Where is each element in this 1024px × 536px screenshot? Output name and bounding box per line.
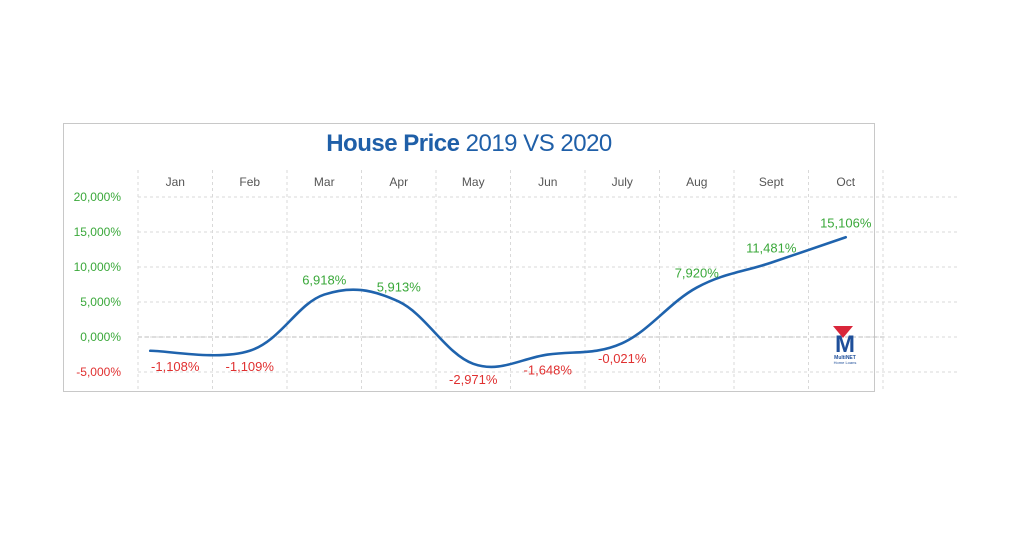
x-tick-label: Sept: [759, 175, 784, 189]
data-label: 6,918%: [302, 273, 347, 288]
data-label: 7,920%: [675, 266, 720, 281]
data-label: 11,481%: [746, 241, 797, 256]
x-tick-label: Jun: [538, 175, 557, 189]
x-tick-label: May: [462, 175, 485, 189]
y-tick-label: 0,000%: [80, 330, 121, 344]
x-tick-label: Aug: [686, 175, 707, 189]
logo-mark: M: [835, 331, 855, 358]
data-label: 5,913%: [377, 280, 422, 295]
chart-frame: House Price 2019 VS 2020: [63, 123, 875, 392]
logo-subtext: Home Loans: [834, 360, 857, 365]
data-label: -0,021%: [598, 351, 647, 366]
chart-title: House Price 2019 VS 2020: [64, 130, 874, 158]
data-label: -1,109%: [226, 359, 275, 374]
y-tick-label: 20,000%: [74, 190, 122, 204]
data-label: -2,971%: [449, 372, 498, 387]
chart-title-rest: 2019 VS 2020: [465, 130, 613, 157]
logo-flag-shape: [833, 326, 853, 338]
y-tick-label: 15,000%: [74, 225, 122, 239]
data-label: -1,108%: [151, 359, 200, 374]
x-tick-label: Jan: [166, 175, 185, 189]
data-label: 15,106%: [820, 215, 872, 230]
x-tick-label: July: [612, 175, 633, 189]
chart-title-bold: House Price: [326, 130, 460, 157]
y-tick-label: 5,000%: [80, 295, 121, 309]
y-tick-label: 10,000%: [74, 260, 122, 274]
y-tick-label: -5,000%: [76, 365, 121, 379]
series-line: [148, 235, 848, 369]
x-tick-label: Apr: [389, 175, 408, 189]
data-label: -1,648%: [524, 363, 573, 378]
logo-text: MultiNET: [834, 355, 856, 361]
x-tick-label: Mar: [314, 175, 335, 189]
x-tick-label: Feb: [239, 175, 260, 189]
x-tick-label: Oct: [836, 175, 855, 189]
